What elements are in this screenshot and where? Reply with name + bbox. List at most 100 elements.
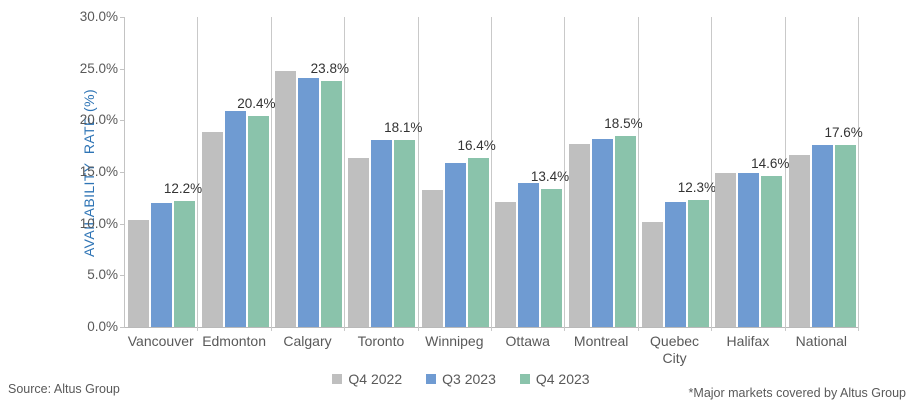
y-tick-mark (120, 120, 125, 122)
legend-item-q3-2023: Q3 2023 (426, 371, 496, 387)
bar-q3-2023 (518, 183, 540, 327)
bar-q4-2022 (495, 201, 517, 327)
bar-q4-2023 (174, 200, 196, 327)
bar-q3-2023 (151, 203, 173, 327)
legend-swatch-icon (332, 374, 343, 384)
legend-label: Q4 2023 (535, 371, 590, 387)
bar-q4-2022 (568, 144, 590, 327)
bar-q4-2023 (834, 145, 856, 327)
x-axis-label: Edmonton (202, 333, 267, 349)
y-tick-mark (120, 172, 125, 173)
legend: Q4 2022 Q3 2023 Q4 2023 (0, 371, 922, 387)
bar-q4-2022 (128, 219, 150, 327)
y-tick-label: 25.0% (79, 60, 118, 76)
bar-q3-2023 (371, 139, 393, 327)
bar-q3-2023 (444, 162, 466, 327)
y-tick-mark (120, 68, 125, 70)
gridline (564, 17, 566, 331)
gridline (711, 17, 713, 331)
y-tick-label: 5.0% (87, 267, 118, 283)
plot-area: 12.2% 20.4% 23.8% 18.1% 16.4% 13.4% 18.5% 12.3%… (120, 17, 863, 331)
data-label: 12.3% (677, 179, 716, 195)
bar-q3-2023 (811, 145, 833, 327)
x-axis-label: Calgary (283, 333, 332, 349)
gridline (270, 17, 272, 331)
bar-q4-2022 (642, 221, 664, 327)
bar-q4-2023 (614, 135, 636, 327)
bar-q4-2023 (467, 157, 489, 327)
data-label: 17.6% (824, 125, 863, 141)
data-label: 12.2% (163, 180, 203, 196)
bar-q4-2023 (394, 139, 416, 327)
legend-swatch-icon (519, 374, 530, 384)
data-label: 13.4% (530, 168, 570, 184)
x-axis-label: Toronto (357, 333, 405, 349)
bar-q4-2022 (788, 155, 810, 327)
legend-item-q4-2023: Q4 2023 (519, 371, 590, 387)
bar-q3-2023 (591, 138, 613, 327)
legend-label: Q4 2022 (348, 371, 403, 387)
y-tick-label: 10.0% (79, 215, 118, 231)
bar-group-toronto: 18.1% (345, 17, 422, 327)
x-axis-label: Ottawa (505, 333, 550, 349)
y-tick-label: 30.0% (79, 9, 118, 24)
x-axis-label: Vancouver (127, 333, 194, 349)
data-label: 20.4% (237, 96, 276, 112)
y-tick-mark (120, 223, 125, 225)
bar-group-calgary: 23.8% (272, 17, 349, 327)
y-tick-label: 15.0% (79, 164, 118, 179)
bar-q4-2023 (321, 81, 343, 327)
bar-q3-2023 (224, 111, 246, 327)
data-label: 23.8% (310, 61, 349, 77)
data-label: 16.4% (457, 137, 496, 153)
y-tick-mark (120, 327, 125, 328)
bar-q4-2022 (421, 189, 443, 327)
bar-q4-2022 (275, 70, 297, 327)
bar-group-winnipeg: 16.4% (419, 17, 496, 327)
x-axis-label: Winnipeg (425, 333, 484, 349)
bar-group-montreal: 18.5% (565, 17, 643, 327)
gridline (858, 17, 859, 331)
x-axis-label: Quebec City (650, 333, 700, 366)
coverage-footnote: *Major markets covered by Altus Group (688, 386, 906, 400)
bar-group-national: 17.6% (786, 17, 863, 327)
data-label: 18.5% (604, 115, 643, 131)
bar-q4-2022 (201, 131, 223, 327)
gridline (197, 17, 199, 331)
y-tick-mark (120, 17, 125, 18)
bar-group-halifax: 14.6% (712, 17, 789, 327)
gridline (784, 17, 786, 331)
gridline (344, 17, 346, 331)
x-axis-label: National (795, 333, 848, 349)
bar-group-ottawa: 13.4% (492, 17, 569, 327)
bar-q4-2023 (688, 199, 710, 327)
data-label: 14.6% (751, 156, 790, 172)
y-tick-label: 0.0% (87, 319, 118, 334)
bar-groups: 12.2% 20.4% 23.8% 18.1% 16.4% 13.4% 18.5% 12.3%… (125, 17, 863, 327)
source-note: Source: Altus Group (8, 382, 120, 396)
bar-q3-2023 (298, 77, 320, 327)
x-axis-label: Halifax (726, 333, 770, 349)
legend-label: Q3 2023 (442, 371, 496, 387)
bar-q3-2023 (665, 201, 687, 327)
legend-item-q4-2022: Q4 2022 (332, 371, 402, 387)
bar-q4-2023 (541, 188, 563, 327)
bar-group-quebec-city: 12.3% (639, 17, 716, 327)
bar-q4-2022 (715, 173, 737, 327)
bar-group-edmonton: 20.4% (198, 17, 276, 327)
gridline (637, 17, 639, 331)
y-tick-label: 20.0% (79, 112, 118, 128)
data-label: 18.1% (384, 119, 423, 135)
bar-q4-2022 (348, 157, 370, 327)
bar-q3-2023 (738, 173, 760, 327)
x-axis-labels: Vancouver Edmonton Calgary Toronto Winnipeg O… (124, 333, 858, 367)
x-axis-label: Montreal (573, 333, 629, 349)
y-tick-mark (120, 275, 125, 277)
bar-q4-2023 (761, 176, 783, 327)
legend-swatch-icon (426, 374, 437, 384)
gridline (491, 17, 492, 331)
bar-group-vancouver: 12.2% (125, 17, 202, 327)
gridline (417, 17, 419, 331)
bar-q4-2023 (247, 116, 269, 327)
